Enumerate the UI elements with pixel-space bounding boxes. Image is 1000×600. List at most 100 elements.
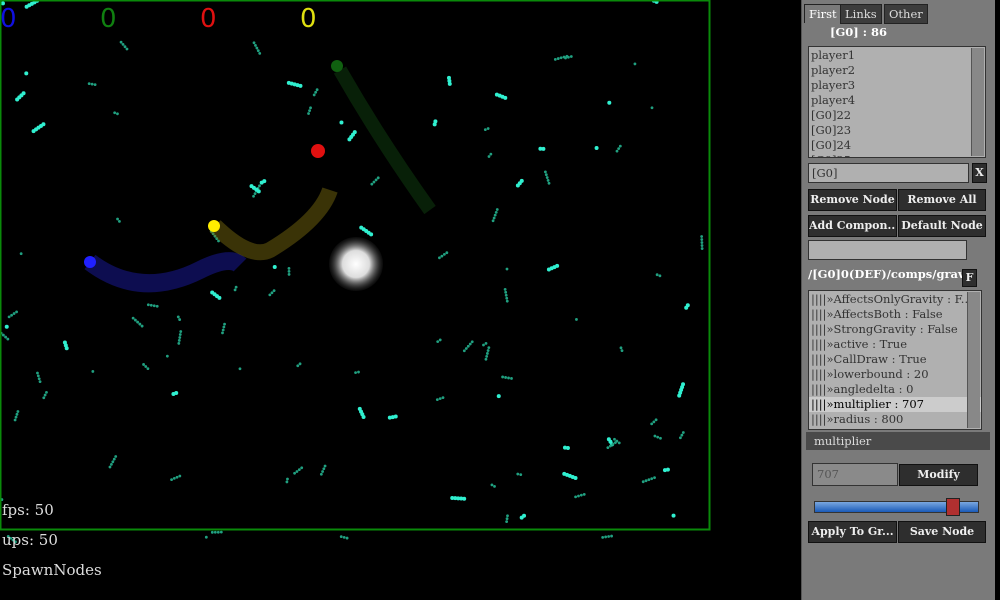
particle	[287, 266, 291, 270]
particle	[144, 365, 148, 368]
particle	[323, 464, 327, 468]
ups: ups: 50	[2, 531, 58, 549]
blue-player	[84, 256, 96, 268]
particle	[178, 336, 182, 339]
property-item[interactable]: ||||»angledelta : 0	[811, 382, 914, 396]
particle	[10, 313, 14, 317]
property-item[interactable]: ||||»AffectsOnlyGravity : F...	[811, 292, 972, 306]
particle	[217, 295, 222, 300]
button[interactable]: Remove All	[898, 189, 986, 211]
particle	[171, 392, 176, 397]
node-item[interactable]: player2	[811, 63, 856, 77]
button[interactable]: Remove Node	[808, 189, 897, 211]
particle	[495, 208, 499, 211]
particle	[464, 347, 468, 350]
particle	[519, 515, 524, 520]
particle	[445, 251, 449, 255]
particle	[64, 346, 69, 351]
button[interactable]: Apply To Gr...	[808, 521, 897, 543]
particle	[256, 189, 261, 194]
path: /[G0]0(DEF)/comps/gravity	[808, 267, 963, 281]
node-item[interactable]: [G0]25	[809, 153, 985, 157]
score: 0	[200, 4, 217, 34]
particle	[573, 475, 578, 480]
node-item[interactable]: [G0]24	[811, 138, 852, 152]
particle	[176, 315, 180, 319]
tab[interactable]: First	[804, 4, 842, 23]
particle	[253, 192, 257, 196]
particle	[114, 455, 118, 458]
particle	[255, 46, 259, 50]
particle	[307, 112, 310, 115]
property-item[interactable]: ||||»CallDraw : True	[811, 352, 927, 366]
property-item[interactable]: ||||»AffectsBoth : False	[811, 307, 943, 321]
particle	[110, 462, 113, 466]
particle	[37, 377, 41, 381]
property-list[interactable]: ||||»AffectsOnlyGravity : F... ||||»Affec…	[808, 290, 982, 430]
particle	[545, 176, 549, 179]
node-list[interactable]: player1 player2 player3 player4 [G0]22 [G0]23…	[808, 46, 986, 158]
particle	[644, 479, 648, 483]
node-item[interactable]: player4	[811, 93, 856, 107]
particle	[6, 535, 10, 538]
particle	[546, 267, 551, 272]
slider[interactable]	[814, 501, 979, 513]
particle	[1, 333, 5, 337]
property-item[interactable]: ||||»active : True	[811, 337, 907, 351]
particle	[90, 82, 94, 86]
property-item[interactable]: ||||»radius : 800	[811, 412, 904, 426]
particle	[14, 540, 17, 544]
property-item[interactable]: ||||»lowerbound : 20	[811, 367, 929, 381]
node-item[interactable]: player1	[811, 48, 856, 62]
particle	[575, 318, 578, 321]
component-select[interactable]	[808, 240, 967, 260]
tab[interactable]: Other	[884, 4, 928, 24]
particle	[543, 170, 547, 174]
particle	[234, 285, 238, 289]
scrollbar[interactable]	[967, 292, 980, 428]
value-input[interactable]: 707	[812, 463, 898, 486]
button[interactable]: Save Node	[898, 521, 986, 543]
particle	[354, 371, 357, 375]
modify-button[interactable]: Modify	[899, 464, 978, 486]
particle	[700, 235, 704, 238]
node-item[interactable]: player3	[811, 78, 856, 92]
particle	[462, 349, 466, 353]
particle	[146, 367, 150, 371]
f-button[interactable]: F	[962, 269, 977, 287]
particle	[565, 445, 570, 450]
node-item[interactable]: [G0]23	[811, 123, 852, 137]
slider-thumb[interactable]	[946, 498, 960, 516]
scrollbar[interactable]	[971, 48, 984, 156]
button[interactable]: Default Node	[898, 215, 986, 237]
button[interactable]: Add Compon...	[808, 215, 897, 237]
particle	[617, 441, 621, 445]
particle	[574, 495, 577, 499]
particle	[314, 90, 318, 94]
property-item[interactable]: ||||»multiplier : 707	[809, 397, 981, 412]
particle	[170, 478, 173, 481]
particle	[116, 112, 119, 116]
gravity-well	[329, 237, 383, 291]
close-button[interactable]: X	[972, 163, 987, 183]
particle	[339, 120, 344, 125]
property-item[interactable]: ||||»StrongGravity : False	[811, 322, 958, 336]
node-item[interactable]: [G0]22	[811, 108, 852, 122]
particle	[36, 371, 39, 375]
particle	[650, 106, 654, 110]
particle	[339, 535, 343, 539]
particle	[155, 304, 159, 308]
particle	[252, 41, 256, 45]
group-select[interactable]: [G0]	[808, 163, 969, 183]
particle	[438, 397, 442, 401]
particle	[501, 375, 505, 379]
particle	[553, 57, 557, 61]
particle	[440, 254, 444, 258]
particle	[656, 435, 660, 439]
particle	[654, 418, 658, 422]
particle	[633, 62, 637, 66]
particle	[268, 293, 272, 297]
tab[interactable]: Links	[840, 4, 882, 24]
particle	[179, 330, 183, 333]
